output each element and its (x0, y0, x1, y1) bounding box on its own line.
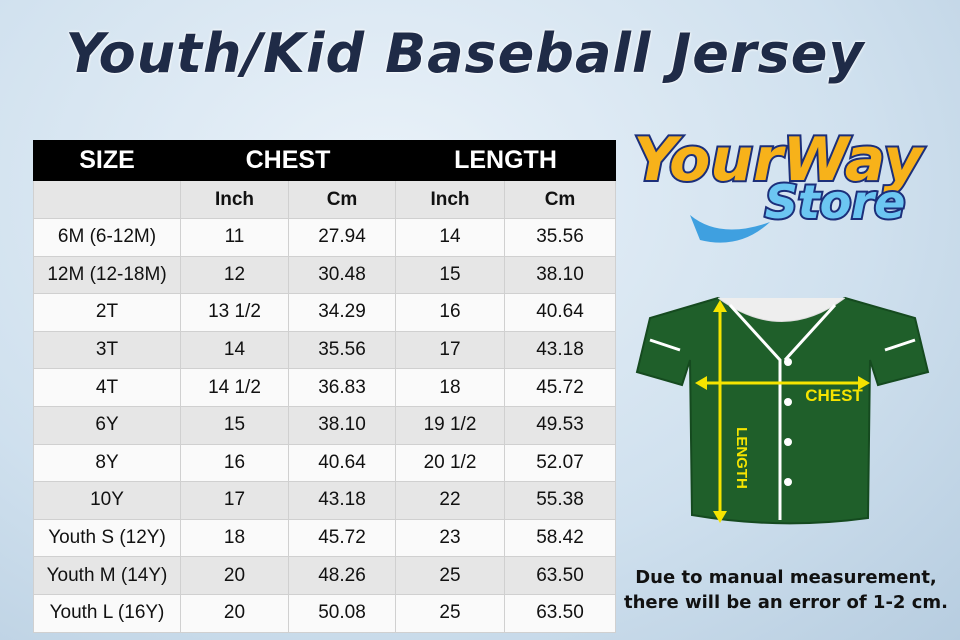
table-cell: 17 (180, 481, 289, 520)
table-cell: 20 (180, 593, 289, 633)
table-cell: 45.72 (288, 518, 396, 558)
table-cell: 2T (33, 293, 181, 332)
logo-bottom: Store (765, 175, 906, 229)
table-row: 8Y 16 40.64 20 1/2 52.07 (33, 443, 616, 483)
table-cell: 63.50 (504, 556, 616, 595)
table-row: 12M (12-18M) 12 30.48 15 38.10 (33, 255, 616, 295)
table-cell: 49.53 (504, 405, 616, 445)
header-cell: SIZE (33, 140, 181, 181)
title: Youth/Kid Baseball Jersey (65, 22, 865, 85)
table-cell: 43.18 (288, 481, 396, 520)
table-cell: 15 (180, 405, 289, 445)
table-cell: 3T (33, 330, 181, 370)
table-cell: 38.10 (288, 405, 396, 445)
table-cell: 6M (6-12M) (33, 218, 181, 257)
table-cell: 15 (395, 255, 505, 295)
table-cell: 55.38 (504, 481, 616, 520)
table-cell: 6Y (33, 405, 181, 445)
note-line: there will be an error of 1-2 cm. (624, 592, 948, 613)
table-cell: 40.64 (504, 293, 616, 332)
table-row: 10Y 17 43.18 22 55.38 (33, 481, 616, 520)
subheader-cell: Cm (288, 180, 396, 219)
note-line: Due to manual measurement, (635, 567, 937, 588)
table-cell: 11 (180, 218, 289, 257)
table-row: Youth L (16Y) 20 50.08 25 63.50 (33, 593, 616, 633)
table-cell: 18 (395, 368, 505, 407)
table-cell: 16 (180, 443, 289, 483)
header-cell: LENGTH (395, 140, 616, 181)
collar (717, 297, 846, 322)
table-cell: 14 (395, 218, 505, 257)
table-row: 2T 13 1/2 34.29 16 40.64 (33, 293, 616, 332)
subheader-cell: Inch (180, 180, 289, 219)
table-cell: 25 (395, 556, 505, 595)
table-cell: 25 (395, 593, 505, 633)
table-row: Youth S (12Y) 18 45.72 23 58.42 (33, 518, 616, 558)
table-cell: 12M (12-18M) (33, 255, 181, 295)
logo-top: YourWay (633, 125, 925, 195)
piping (649, 303, 916, 520)
table-cell: 43.18 (504, 330, 616, 370)
table-row: 6Y 15 38.10 19 1/2 49.53 (33, 405, 616, 445)
table-cell: 17 (395, 330, 505, 370)
table-cell: 14 1/2 (180, 368, 289, 407)
buttons (784, 358, 792, 486)
table-cell: 34.29 (288, 293, 396, 332)
table-cell: 35.56 (504, 218, 616, 257)
table-cell: 12 (180, 255, 289, 295)
subheader-cell (33, 180, 181, 219)
table-cell: 48.26 (288, 556, 396, 595)
table-cell: 4T (33, 368, 181, 407)
table-cell: 23 (395, 518, 505, 558)
header-cell: CHEST (180, 140, 396, 181)
table-cell: 14 (180, 330, 289, 370)
table-cell: 16 (395, 293, 505, 332)
measure-arrows (695, 300, 870, 523)
table-cell: Youth L (16Y) (33, 593, 181, 633)
table-row: Youth M (14Y) 20 48.26 25 63.50 (33, 556, 616, 595)
table-row: 6M (6-12M) 11 27.94 14 35.56 (33, 218, 616, 257)
table-cell: 19 1/2 (395, 405, 505, 445)
table-cell: 58.42 (504, 518, 616, 558)
table-row: 4T 14 1/2 36.83 18 45.72 (33, 368, 616, 407)
table-cell: 38.10 (504, 255, 616, 295)
header-row: SIZE CHEST LENGTH (33, 140, 616, 181)
table-cell: 35.56 (288, 330, 396, 370)
table-cell: 50.08 (288, 593, 396, 633)
subheader-cell: Cm (504, 180, 616, 219)
table-cell: 20 (180, 556, 289, 595)
table-cell: 27.94 (288, 218, 396, 257)
table-cell: 8Y (33, 443, 181, 483)
table-cell: Youth S (12Y) (33, 518, 181, 558)
table-cell: 10Y (33, 481, 181, 520)
logo-swoosh (690, 215, 770, 243)
table-cell: 52.07 (504, 443, 616, 483)
table-cell: 30.48 (288, 255, 396, 295)
size-table: SIZE CHEST LENGTH Inch Cm Inch Cm 6M (6-12M) 11 2… (33, 140, 616, 633)
table-cell: 45.72 (504, 368, 616, 407)
table-cell: 13 1/2 (180, 293, 289, 332)
note: Due to manual measurement, there will be… (612, 565, 960, 615)
table-cell: 63.50 (504, 593, 616, 633)
table-cell: 18 (180, 518, 289, 558)
chest-label: CHEST (805, 386, 863, 405)
subheader-cell: Inch (395, 180, 505, 219)
table-cell: 20 1/2 (395, 443, 505, 483)
table-cell: 22 (395, 481, 505, 520)
subheader-row: Inch Cm Inch Cm (33, 180, 616, 219)
table-cell: 40.64 (288, 443, 396, 483)
jersey (635, 296, 930, 525)
table-cell: Youth M (14Y) (33, 556, 181, 595)
table-row: 3T 14 35.56 17 43.18 (33, 330, 616, 370)
table-cell: 36.83 (288, 368, 396, 407)
length-label: LENGTH (733, 427, 750, 489)
